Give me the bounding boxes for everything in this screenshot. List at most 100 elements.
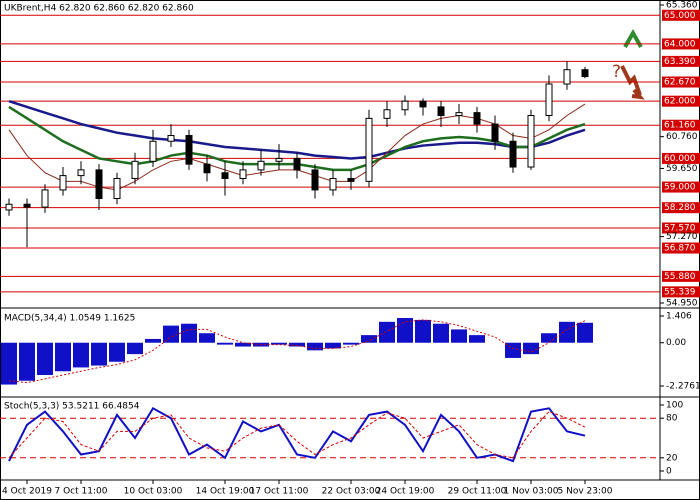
candle-body [41,189,49,208]
candle-body [437,106,445,116]
level-label-box [662,181,700,193]
x-tick-label: 17 Oct 11:00 [250,487,309,497]
candle-body [401,100,409,111]
x-tick-label: 22 Oct 03:00 [322,487,381,497]
macd-bar [127,342,143,355]
macd-bar [217,342,233,345]
candle-body [347,177,355,182]
x-tick-label: 10 Oct 03:00 [124,487,183,497]
macd-bar [163,325,179,343]
candle-body [563,69,571,85]
macd-signal [8,319,586,384]
level-label-box [662,9,700,21]
question-mark: ? [612,62,621,82]
macd-bar [523,342,539,355]
candle-body [221,172,229,179]
macd-bar [415,319,431,343]
x-tick-label: 14 Oct 19:00 [196,487,255,497]
level-label-box [662,222,700,234]
y-tick-label: 57.270 [666,232,698,242]
macd-bar [559,321,575,343]
macd-bar [289,342,305,347]
candle-body [167,135,175,142]
y-tick-label: 100 [666,401,683,411]
macd-bar [433,323,449,343]
macd-bar [199,333,215,343]
level-label-box [662,242,700,254]
candle-body [257,160,265,171]
level-label-box [662,76,700,88]
macd-bar [379,321,395,343]
stoch-main [8,406,586,463]
candle-body [239,169,247,179]
level-label: 61.160 [664,121,696,131]
candle-body [131,160,139,179]
candle-body [545,83,553,116]
y-tick-label: 80 [666,414,678,424]
macd-bar [145,338,161,343]
level-label: 60.000 [664,154,696,164]
y-tick-label: 60.760 [666,132,698,142]
candle-body [311,169,319,191]
candle-body [581,69,589,78]
macd-bar [1,342,17,385]
level-label: 56.870 [664,244,696,254]
level-label-box [662,270,700,282]
level-label: 65.000 [664,11,696,21]
candle-body [383,109,391,119]
level-label: 63.390 [664,57,696,67]
x-tick-label: 1 Nov 03:00 [504,487,559,497]
level-label-box [662,38,700,50]
macd-bar [505,342,521,358]
x-tick-label: 29 Oct 11:00 [448,487,507,497]
level-label: 55.339 [664,287,696,297]
candle-body [185,135,193,165]
macd-bar [361,335,377,343]
candle-body [473,112,481,125]
macd-bar [451,329,467,343]
level-label-box [662,286,700,298]
down-arrow [620,65,645,100]
macd-title: MACD(5,34,4) 1.0549 1.1625 [4,314,135,324]
candle-body [59,175,67,191]
candle-body [275,157,283,162]
macd-bar [325,342,341,349]
candle-body [203,163,211,174]
macd-bar [37,342,53,376]
macd-bar [55,342,71,372]
level-label: 64.000 [664,39,696,49]
macd-bar [91,342,107,366]
stoch-title: Stoch(5,3,3) 53.5211 66.4854 [4,402,140,412]
macd-bar [181,323,197,343]
macd-bar [307,342,323,351]
chart-title: UKBrent,H4 62.820 62.860 62.820 62.860 [4,4,194,14]
macd-bar [271,342,287,345]
x-tick-label: 24 Oct 19:00 [376,487,435,497]
level-label-box [662,55,700,67]
x-tick-label: 7 Oct 11:00 [55,487,108,497]
macd-bar [343,342,359,345]
candle-body [329,177,337,191]
level-label: 62.000 [664,97,696,107]
candle-body [23,203,31,208]
candle-body [509,140,517,168]
candle-body [455,112,463,116]
level-label-box [662,202,700,214]
macd-bar [109,342,125,362]
y-tick-label: 0.00 [666,338,686,348]
level-label: 59.000 [664,183,696,193]
candle-body [293,157,301,171]
level-label: 57.570 [664,223,696,233]
macd-bar [19,342,35,381]
level-label-box [662,119,700,131]
y-tick-label: -2.2761 [666,382,700,392]
up-arrow [623,28,643,48]
level-label: 55.880 [664,272,696,282]
candle-body [95,169,103,200]
y-tick-label: 0 [666,467,672,477]
level-label-box [662,95,700,107]
x-tick-label: 5 Nov 23:00 [558,487,613,497]
macd-bar [577,322,593,343]
